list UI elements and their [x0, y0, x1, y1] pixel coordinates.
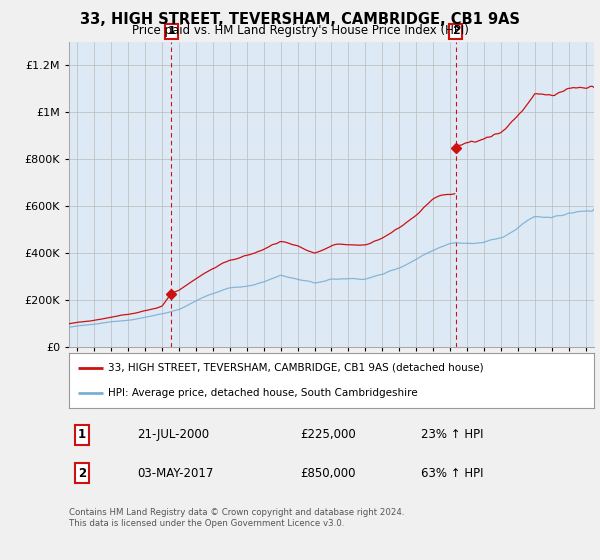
Text: 63% ↑ HPI: 63% ↑ HPI: [421, 466, 483, 479]
Text: Contains HM Land Registry data © Crown copyright and database right 2024.
This d: Contains HM Land Registry data © Crown c…: [69, 508, 404, 528]
Text: 1: 1: [78, 428, 86, 441]
Text: HPI: Average price, detached house, South Cambridgeshire: HPI: Average price, detached house, Sout…: [109, 388, 418, 398]
Text: 2: 2: [452, 26, 460, 36]
Text: 2: 2: [78, 466, 86, 479]
Text: 33, HIGH STREET, TEVERSHAM, CAMBRIDGE, CB1 9AS (detached house): 33, HIGH STREET, TEVERSHAM, CAMBRIDGE, C…: [109, 363, 484, 372]
Text: 03-MAY-2017: 03-MAY-2017: [137, 466, 214, 479]
Text: 33, HIGH STREET, TEVERSHAM, CAMBRIDGE, CB1 9AS: 33, HIGH STREET, TEVERSHAM, CAMBRIDGE, C…: [80, 12, 520, 27]
Text: £225,000: £225,000: [300, 428, 356, 441]
Text: 23% ↑ HPI: 23% ↑ HPI: [421, 428, 483, 441]
Text: £850,000: £850,000: [300, 466, 355, 479]
Text: 21-JUL-2000: 21-JUL-2000: [137, 428, 209, 441]
Text: Price paid vs. HM Land Registry's House Price Index (HPI): Price paid vs. HM Land Registry's House …: [131, 24, 469, 37]
Text: 1: 1: [167, 26, 175, 36]
